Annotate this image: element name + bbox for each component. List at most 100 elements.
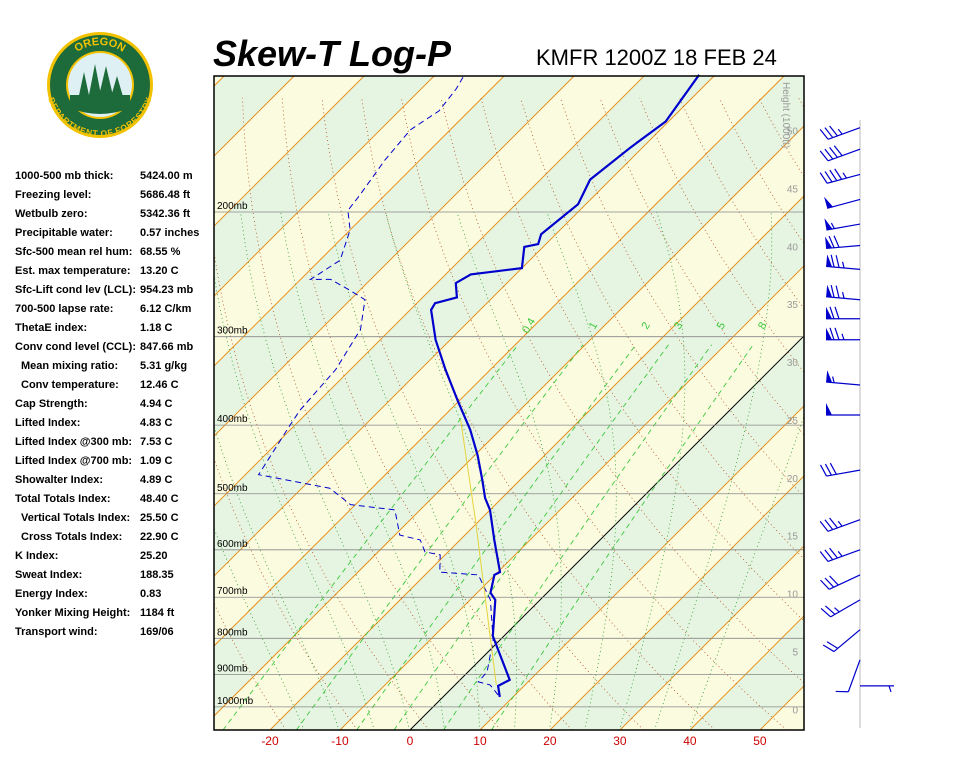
stat-value: 5.31 g/kg [140, 360, 187, 372]
wind-barb [836, 660, 860, 692]
stat-value: 48.40 C [140, 493, 179, 505]
barb-feather [827, 642, 838, 649]
barb-feather [835, 307, 839, 319]
wind-barb [826, 328, 860, 340]
pressure-label: 900mb [217, 664, 248, 675]
barb-feather [820, 465, 826, 476]
stat-value: 25.50 C [140, 512, 179, 524]
isotherm-band [830, 76, 960, 730]
height-label: 25 [787, 416, 799, 427]
wind-barb [820, 146, 860, 161]
stat-value: 169/06 [140, 626, 174, 638]
stat-value: 5424.00 m [140, 170, 193, 182]
barb-staff [834, 630, 860, 652]
pressure-label: 600mb [217, 539, 248, 550]
stat-label: Cap Strength: [15, 398, 88, 410]
stat-label: Freezing level: [15, 189, 91, 201]
stat-label: Mean mixing ratio: [21, 360, 118, 372]
station: KMFR 1200Z 18 FEB 24 [536, 45, 777, 70]
stat-value: 12.46 C [140, 379, 179, 391]
barb-feather [825, 464, 831, 475]
stat-label: Lifted Index: [15, 417, 80, 429]
pressure-label: 800mb [217, 627, 248, 638]
stat-label: Precipitable water: [15, 227, 113, 239]
barb-staff [826, 266, 860, 269]
stat-value: 847.66 mb [140, 341, 193, 353]
barb-half [838, 129, 842, 134]
x-tick-label: 40 [683, 734, 697, 748]
wind-barb [826, 254, 860, 269]
height-label: 0 [792, 705, 798, 716]
barb-half [843, 173, 846, 178]
barb-half [843, 292, 844, 298]
stat-label: Energy Index: [15, 588, 88, 600]
stat-value: 68.55 % [140, 246, 181, 258]
barb-feather [825, 171, 832, 182]
barb-half [889, 686, 891, 692]
barb-feather [831, 285, 834, 297]
barb-half [834, 608, 839, 612]
x-tick-label: 0 [407, 734, 414, 748]
barb-feather [820, 173, 827, 184]
barb-feather [836, 286, 839, 298]
stat-value: 954.23 mb [140, 284, 193, 296]
barb-staff [826, 382, 860, 385]
isotherm [830, 76, 960, 730]
stat-label: 1000-500 mb thick: [15, 170, 113, 182]
stat-label: Vertical Totals Index: [21, 512, 130, 524]
stat-label: Cross Totals Index: [21, 531, 122, 543]
x-tick-label: 30 [613, 734, 627, 748]
stat-label: 700-500 lapse rate: [15, 303, 113, 315]
stat-value: 0.57 inches [140, 227, 199, 239]
stat-value: 4.94 C [140, 398, 172, 410]
height-label: 10 [787, 590, 799, 601]
barb-pennant [826, 403, 832, 415]
pressure-label: 700mb [217, 586, 248, 597]
stat-value: 1.18 C [140, 322, 172, 334]
x-tick-label: -20 [261, 734, 279, 748]
stat-label: Total Totals Index: [15, 493, 111, 505]
barb-feather [830, 463, 836, 474]
wind-barb [820, 126, 860, 139]
barb-feather [831, 255, 834, 267]
stat-label: Est. max temperature: [15, 265, 131, 277]
wind-barb [860, 686, 894, 692]
stat-value: 25.20 [140, 550, 168, 562]
stat-value: 1184 ft [140, 607, 175, 619]
barb-half [833, 377, 834, 383]
wind-barb [826, 370, 860, 385]
stat-value: 1.09 C [140, 455, 172, 467]
stat-value: 6.12 C/km [140, 303, 192, 315]
stat-label: Sfc-500 mean rel hum: [15, 246, 132, 258]
barb-feather [835, 328, 839, 340]
pressure-label: 400mb [217, 414, 248, 425]
x-tick-label: -10 [331, 734, 349, 748]
wind-barb [825, 236, 860, 249]
stat-value: 0.83 [140, 588, 161, 600]
barb-feather [830, 170, 837, 181]
x-tick-label: 50 [753, 734, 767, 748]
barb-feather [836, 255, 839, 267]
wind-barb [826, 285, 860, 300]
barb-pennant [824, 197, 833, 209]
pressure-label: 200mb [217, 201, 248, 212]
stat-label: Sfc-Lift cond lev (LCL): [15, 284, 136, 296]
height-label: 35 [787, 300, 799, 311]
barb-staff [827, 174, 860, 183]
stat-label: Lifted Index @300 mb: [15, 436, 132, 448]
stat-value: 5342.36 ft [140, 208, 190, 220]
barb-half [838, 551, 842, 556]
barb-pennant [826, 370, 832, 382]
stat-label: K Index: [15, 550, 58, 562]
wind-barb [823, 630, 860, 652]
barb-half [831, 223, 834, 229]
wind-barb [821, 600, 860, 617]
stats: 1000-500 mb thick: 5424.00 m Freezing leve… [15, 170, 199, 638]
dry-adiabat [878, 98, 960, 730]
wind-barb [820, 169, 860, 183]
wind-barb [820, 575, 860, 589]
stat-value: 13.20 C [140, 265, 179, 277]
height-label: 5 [792, 647, 798, 658]
stat-label: Conv cond level (CCL): [15, 341, 136, 353]
